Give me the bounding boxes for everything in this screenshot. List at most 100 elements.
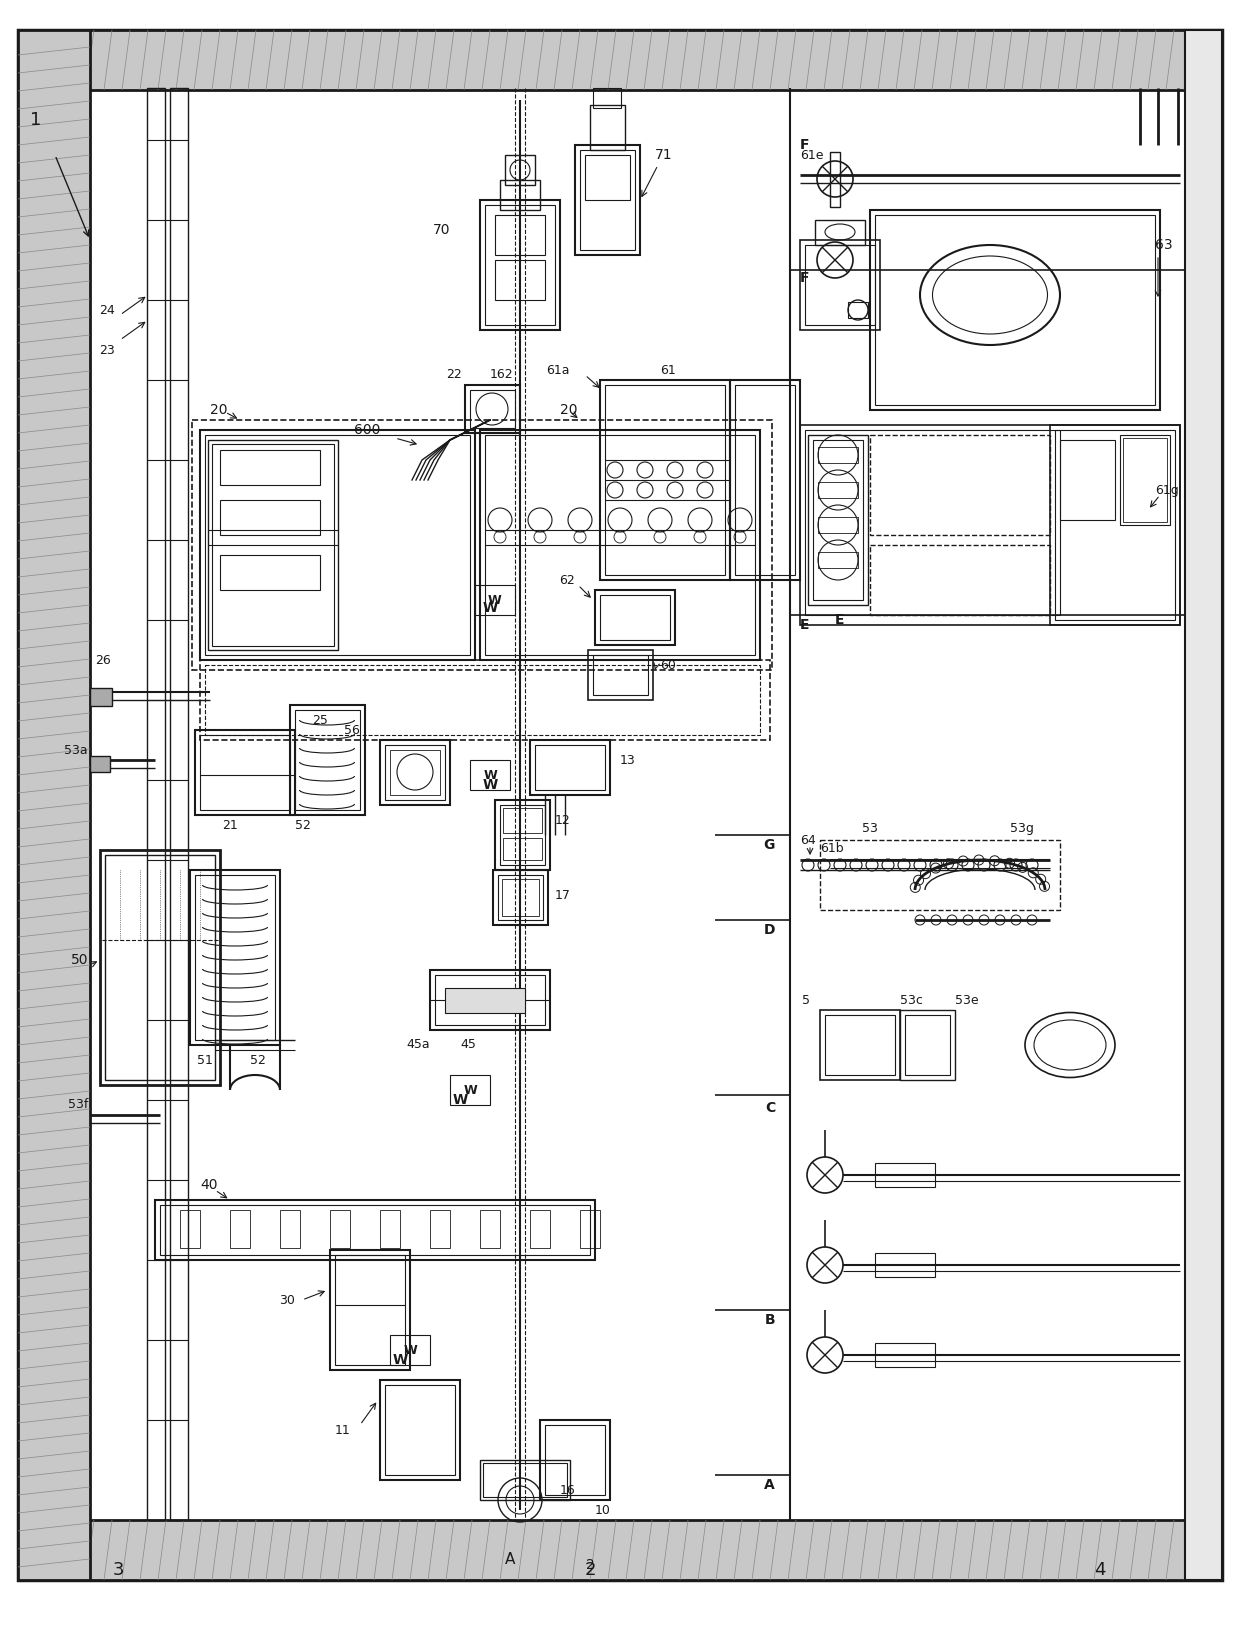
Bar <box>870 545 1050 615</box>
Text: W: W <box>482 778 497 792</box>
Bar <box>830 151 839 207</box>
Bar <box>208 439 339 651</box>
Text: 2: 2 <box>584 1560 595 1578</box>
Text: 70: 70 <box>433 223 450 238</box>
Bar <box>19 1520 1221 1580</box>
Bar <box>435 975 546 1025</box>
Bar <box>1123 438 1167 522</box>
Text: 26: 26 <box>95 654 110 667</box>
Bar <box>480 200 560 330</box>
Bar <box>470 760 510 791</box>
Text: 162: 162 <box>490 368 513 381</box>
Text: 2: 2 <box>585 1559 594 1572</box>
Bar <box>445 988 525 1014</box>
Bar <box>593 656 649 695</box>
Bar <box>430 1210 450 1248</box>
Bar <box>875 1342 935 1367</box>
Bar <box>539 1420 610 1500</box>
Bar <box>219 451 320 485</box>
Text: 52: 52 <box>295 818 311 831</box>
Bar <box>200 735 290 810</box>
Bar <box>290 704 365 815</box>
Text: 17: 17 <box>556 888 570 901</box>
Bar <box>1060 439 1115 521</box>
Text: 71: 71 <box>655 148 672 163</box>
Text: 3: 3 <box>113 1560 124 1578</box>
Bar <box>160 1206 590 1254</box>
Bar <box>465 386 520 433</box>
Bar <box>595 591 675 644</box>
Text: F: F <box>800 138 810 151</box>
Text: 60: 60 <box>660 659 676 672</box>
Text: G: G <box>764 838 775 853</box>
Text: W: W <box>484 768 497 781</box>
Bar <box>805 430 1060 615</box>
Bar <box>391 1336 430 1365</box>
Bar <box>575 145 640 255</box>
Bar <box>195 731 295 815</box>
Bar <box>91 757 110 771</box>
Bar <box>818 517 858 534</box>
Bar <box>19 29 91 1580</box>
Bar <box>379 1210 401 1248</box>
Bar <box>480 1459 570 1500</box>
Bar <box>820 1010 900 1080</box>
Text: 1: 1 <box>30 111 41 129</box>
Bar <box>503 809 542 833</box>
Text: 10: 10 <box>595 1503 611 1516</box>
Text: 61a: 61a <box>547 363 570 376</box>
Bar <box>229 1210 250 1248</box>
Text: W: W <box>453 1093 467 1106</box>
Bar <box>818 447 858 464</box>
Bar <box>205 434 470 656</box>
Bar <box>384 1385 455 1476</box>
Bar <box>870 210 1159 410</box>
Bar <box>91 688 112 706</box>
Bar <box>335 1254 405 1365</box>
Text: 50: 50 <box>71 953 88 966</box>
Text: 45a: 45a <box>407 1038 430 1051</box>
Bar <box>503 838 542 861</box>
Bar <box>900 1010 955 1080</box>
Text: 22: 22 <box>446 368 463 381</box>
Bar <box>450 1075 490 1105</box>
Bar <box>800 241 880 330</box>
Bar <box>580 150 635 251</box>
Text: 4: 4 <box>1094 1560 1106 1578</box>
Bar <box>100 849 219 1085</box>
Bar <box>495 215 546 255</box>
Bar <box>484 1463 567 1497</box>
Bar <box>379 1380 460 1481</box>
Bar <box>391 750 440 796</box>
Bar <box>19 29 1221 89</box>
Bar <box>330 1250 410 1370</box>
Bar <box>200 661 770 740</box>
Bar <box>730 381 800 579</box>
Bar <box>818 482 858 498</box>
Bar <box>212 444 334 646</box>
Text: 16: 16 <box>560 1484 575 1497</box>
Text: 21: 21 <box>222 818 238 831</box>
Text: B: B <box>764 1313 775 1328</box>
Text: 52: 52 <box>250 1054 265 1067</box>
Bar <box>500 805 546 866</box>
Bar <box>495 800 551 870</box>
Bar <box>1050 425 1180 625</box>
Bar <box>430 970 551 1030</box>
Bar <box>875 215 1154 405</box>
Text: W: W <box>463 1084 477 1097</box>
Bar <box>219 555 320 591</box>
Bar <box>805 246 875 325</box>
Bar <box>600 595 670 639</box>
Text: 53f: 53f <box>68 1098 88 1111</box>
Bar <box>485 205 556 325</box>
Bar <box>534 745 605 791</box>
Bar <box>180 1210 200 1248</box>
Bar <box>529 1210 551 1248</box>
Text: 45: 45 <box>460 1038 476 1051</box>
Text: 23: 23 <box>99 343 115 356</box>
Bar <box>848 303 868 317</box>
Bar <box>330 1210 350 1248</box>
Bar <box>280 1210 300 1248</box>
Bar <box>546 1425 605 1495</box>
